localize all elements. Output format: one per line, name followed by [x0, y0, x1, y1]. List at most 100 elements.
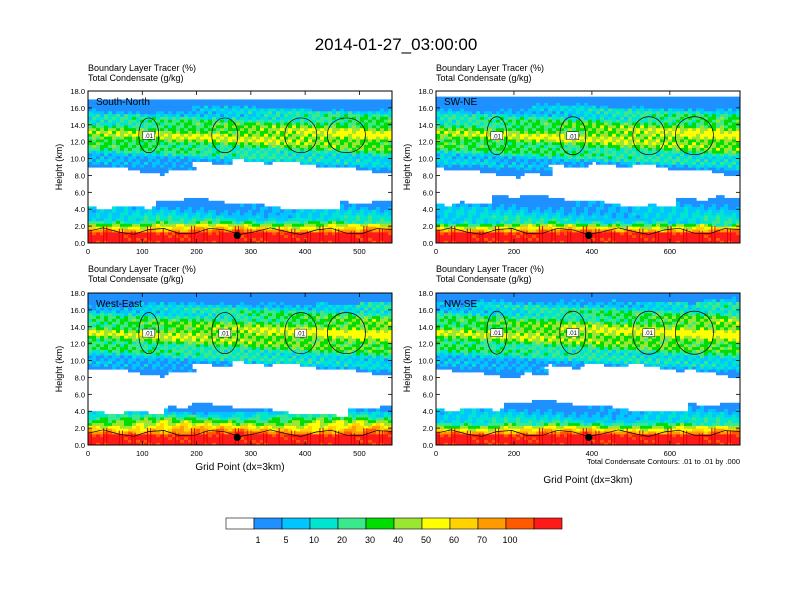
- heatmap-cell: [588, 96, 593, 101]
- heatmap-cell: [196, 228, 201, 233]
- heatmap-cell: [380, 133, 385, 137]
- heatmap-cell: [440, 217, 445, 222]
- heatmap-cell: [620, 144, 625, 148]
- heatmap-cell: [468, 147, 473, 151]
- heatmap-cell: [480, 231, 485, 236]
- heatmap-cell: [364, 144, 369, 148]
- heatmap-cell: [116, 110, 121, 115]
- heatmap-cell: [144, 152, 149, 157]
- heatmap-cell: [464, 214, 469, 219]
- heatmap-cell: [280, 124, 285, 129]
- heatmap-cell: [452, 99, 457, 103]
- heatmap-cell: [480, 133, 485, 137]
- heatmap-cell: [564, 105, 569, 109]
- heatmap-cell: [120, 105, 125, 109]
- heatmap-cell: [224, 212, 229, 216]
- heatmap-cell: [516, 136, 521, 140]
- heatmap-cell: [436, 231, 441, 236]
- heatmap-cell: [576, 234, 581, 238]
- heatmap-cell: [504, 195, 509, 199]
- heatmap-cell: [448, 124, 453, 129]
- heatmap-cell: [600, 155, 605, 160]
- heatmap-cell: [600, 217, 605, 222]
- heatmap-cell: [216, 138, 221, 143]
- heatmap-cell: [520, 155, 525, 160]
- heatmap-cell: [248, 124, 253, 129]
- heatmap-cell: [344, 124, 349, 129]
- heatmap-cell: [464, 155, 469, 160]
- heatmap-cell: [256, 155, 261, 160]
- heatmap-cell: [484, 110, 489, 115]
- heatmap-cell: [272, 110, 277, 115]
- heatmap-cell: [204, 223, 209, 227]
- heatmap-cell: [88, 240, 93, 243]
- heatmap-cell: [572, 209, 577, 213]
- x-tick-label: 300: [245, 247, 258, 256]
- heatmap-cell: [376, 99, 381, 103]
- heatmap-cell: [184, 228, 189, 233]
- heatmap-cell: [556, 107, 561, 112]
- heatmap-cell: [464, 107, 469, 112]
- heatmap-cell: [144, 161, 149, 165]
- heatmap-cell: [220, 147, 225, 151]
- heatmap-cell: [588, 223, 593, 227]
- heatmap-cell: [88, 127, 93, 131]
- heatmap-cell: [204, 147, 209, 151]
- heatmap-cell: [480, 127, 485, 131]
- heatmap-cell: [172, 152, 177, 157]
- heatmap-cell: [564, 155, 569, 160]
- heatmap-cell: [460, 133, 465, 137]
- heatmap-cell: [576, 141, 581, 146]
- heatmap-cell: [576, 214, 581, 219]
- heatmap-cell: [356, 161, 361, 165]
- heatmap-cell: [320, 119, 325, 123]
- heatmap-cell: [360, 161, 365, 165]
- heatmap-cell: [104, 116, 109, 120]
- heatmap-cell: [512, 107, 517, 112]
- heatmap-cell: [620, 127, 625, 131]
- heatmap-cell: [592, 96, 597, 101]
- heatmap-cell: [444, 141, 449, 146]
- heatmap-cell: [356, 158, 361, 162]
- heatmap-cell: [212, 107, 217, 112]
- heatmap-cell: [480, 152, 485, 157]
- heatmap-cell: [168, 124, 173, 129]
- heatmap-cell: [508, 240, 513, 243]
- heatmap-cell: [240, 105, 245, 109]
- heatmap-cell: [328, 150, 333, 154]
- heatmap-cell: [260, 234, 265, 238]
- heatmap-cell: [96, 127, 101, 131]
- heatmap-cell: [472, 152, 477, 157]
- heatmap-cell: [92, 130, 97, 134]
- heatmap-cell: [572, 105, 577, 109]
- heatmap-cell: [328, 105, 333, 109]
- heatmap-cell: [112, 127, 117, 131]
- heatmap-cell: [544, 240, 549, 243]
- heatmap-cell: [96, 133, 101, 137]
- heatmap-cell: [348, 228, 353, 233]
- heatmap-cell: [388, 212, 392, 216]
- heatmap-cell: [240, 234, 245, 238]
- heatmap-cell: [160, 161, 165, 165]
- heatmap-cell: [596, 138, 601, 143]
- heatmap-cell: [444, 99, 449, 103]
- heatmap-cell: [116, 214, 121, 219]
- heatmap-cell: [92, 226, 97, 230]
- heatmap-cell: [140, 217, 145, 222]
- heatmap-cell: [256, 150, 261, 154]
- heatmap-cell: [124, 212, 129, 216]
- heatmap-cell: [504, 228, 509, 233]
- heatmap-cell: [540, 147, 545, 151]
- heatmap-cell: [440, 150, 445, 154]
- heatmap-cell: [284, 127, 289, 131]
- heatmap-cell: [476, 107, 481, 112]
- heatmap-cell: [252, 105, 257, 109]
- heatmap-cell: [488, 113, 493, 117]
- heatmap-cell: [288, 127, 293, 131]
- heatmap-cell: [340, 231, 345, 236]
- heatmap-cell: [484, 138, 489, 143]
- heatmap-cell: [316, 119, 321, 123]
- heatmap-cell: [356, 237, 361, 241]
- heatmap-cell: [96, 107, 101, 112]
- heatmap-cell: [220, 99, 225, 103]
